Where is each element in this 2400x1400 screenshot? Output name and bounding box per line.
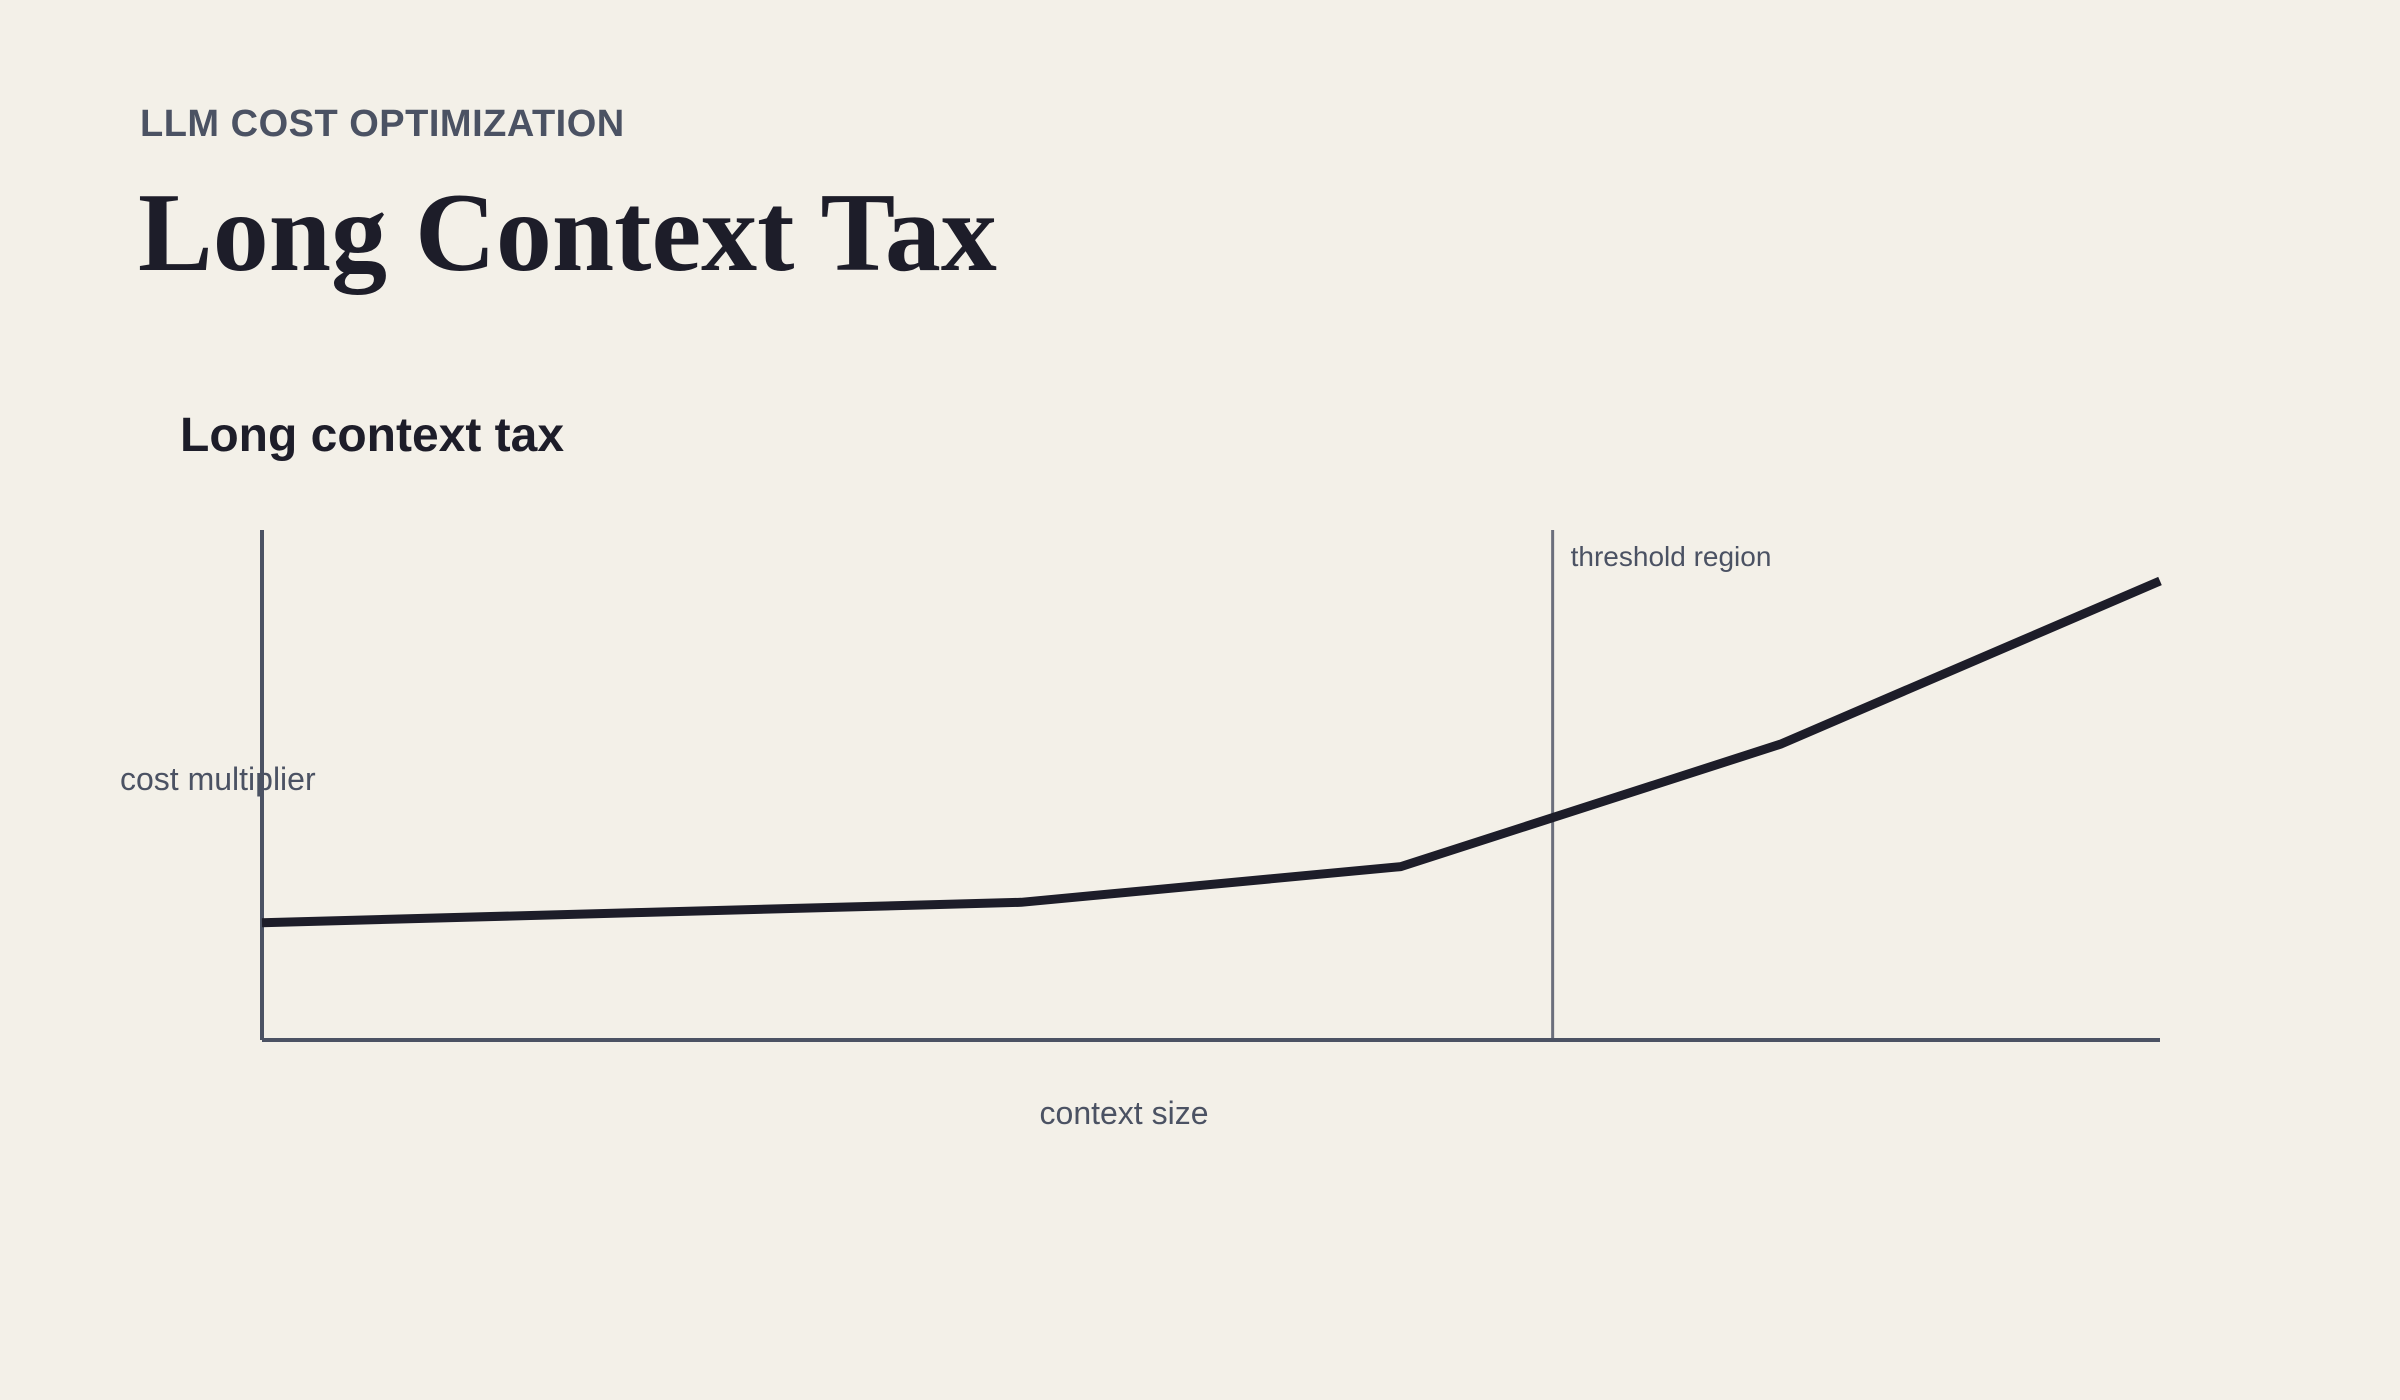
y-axis-label: cost multiplier xyxy=(120,761,316,797)
eyebrow-label: LLM COST OPTIMIZATION xyxy=(140,103,625,145)
x-axis-label: context size xyxy=(1040,1095,1209,1131)
annotation-group: threshold region xyxy=(1551,530,1772,1040)
threshold-label: threshold region xyxy=(1571,541,1772,572)
series-line xyxy=(261,576,2162,928)
series-points xyxy=(261,580,2161,923)
page-title: Long Context Tax xyxy=(138,171,997,295)
chart-title: Long context tax xyxy=(180,409,565,462)
